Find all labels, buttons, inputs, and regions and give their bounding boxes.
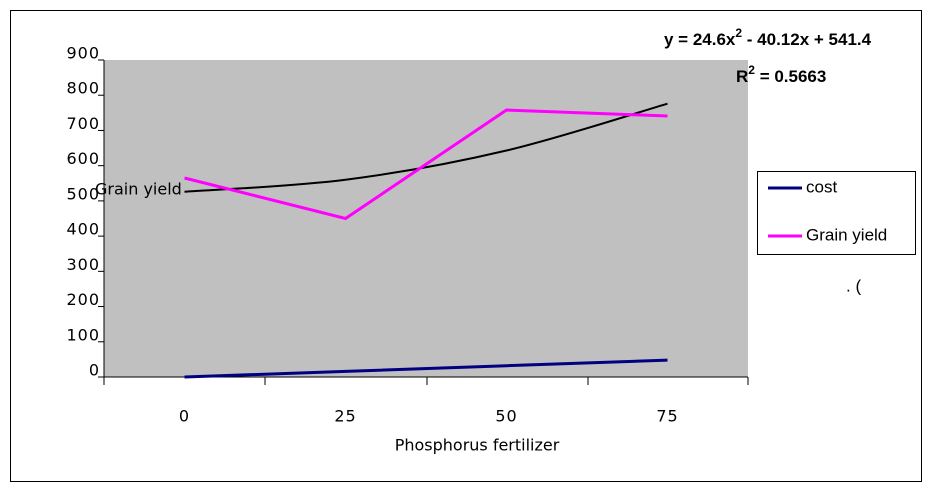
x-tick-label: 50 (495, 407, 517, 426)
equation-part: y = 24.6x (664, 30, 736, 49)
series-line (184, 108, 668, 221)
y-tick-label: 700 (66, 114, 100, 133)
annotation: Grain yield (95, 180, 182, 199)
r-squared-exponent: 2 (748, 63, 755, 77)
legend (757, 171, 916, 255)
trend-equation: y = 24.6x2 - 40.12x + 541.4 (664, 26, 872, 49)
legend-label: cost (806, 177, 837, 196)
y-tick-label: 200 (66, 290, 100, 309)
equation-exponent: 2 (735, 26, 742, 40)
y-tick-label: 300 (66, 255, 100, 274)
legend-label: Grain yield (806, 225, 887, 244)
y-tick-label: 600 (66, 149, 100, 168)
x-tick-label: 0 (179, 407, 190, 426)
y-tick-label: 100 (66, 325, 100, 344)
x-tick-label: 75 (656, 407, 678, 426)
y-tick-label: 0 (89, 361, 100, 380)
r-squared-part: R (736, 67, 748, 86)
r-squared-part: = 0.5663 (755, 67, 826, 86)
annotation: . ( (846, 276, 861, 295)
equation-part: - 40.12x + 541.4 (742, 30, 872, 49)
trendline (184, 102, 668, 193)
x-category-ticks (103, 377, 749, 385)
y-tick-label: 800 (66, 79, 100, 98)
y-tick-label: 900 (66, 44, 100, 63)
x-tick-label: 25 (334, 407, 356, 426)
x-axis-title: Phosphorus fertilizer (395, 436, 560, 455)
y-tick-label: 500 (66, 184, 100, 203)
series-line (184, 358, 668, 379)
r-squared: R2 = 0.5663 (736, 63, 826, 86)
y-tick-label: 400 (66, 220, 100, 239)
